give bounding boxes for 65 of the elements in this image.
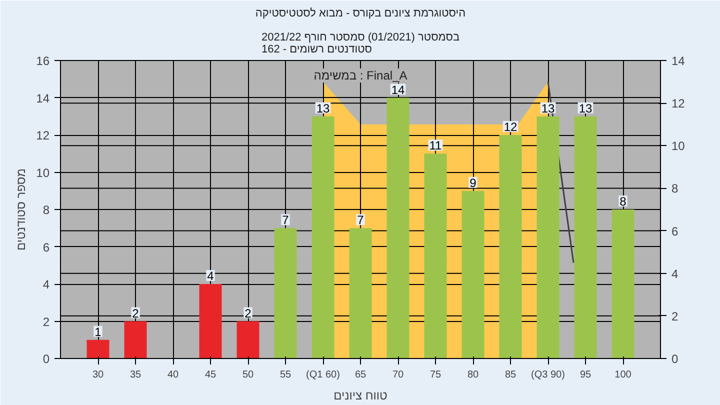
data-label: 2 bbox=[244, 306, 252, 320]
y-axis-title: מספר סטודנטים bbox=[14, 168, 28, 251]
x-tick-label: 75 bbox=[430, 370, 442, 380]
bar bbox=[386, 98, 410, 358]
y2-tick-label: 6 bbox=[672, 224, 678, 238]
data-label: 13 bbox=[541, 101, 555, 116]
bar bbox=[312, 116, 334, 358]
data-label: 12 bbox=[504, 120, 518, 134]
x-tick-label: (Q3 90) bbox=[531, 370, 565, 380]
x-tick-label: 95 bbox=[580, 370, 592, 380]
data-label: 11 bbox=[429, 138, 442, 153]
bar bbox=[612, 210, 634, 358]
data-label: 7 bbox=[282, 213, 290, 228]
x-tick-label: 45 bbox=[204, 370, 216, 380]
bar bbox=[462, 190, 484, 358]
x-tick-label: 30 bbox=[92, 370, 104, 380]
data-label: 4 bbox=[207, 269, 214, 283]
x-tick-label: 35 bbox=[130, 370, 142, 380]
bar bbox=[124, 321, 147, 358]
x-axis-title: טווח ציונים bbox=[334, 388, 388, 402]
y2-tick-label: 2 bbox=[672, 309, 678, 324]
bar bbox=[349, 228, 372, 358]
x-tick-label: 55 bbox=[280, 370, 292, 380]
data-label: 1 bbox=[94, 324, 102, 339]
bar bbox=[424, 154, 447, 358]
data-label: 14 bbox=[391, 82, 405, 97]
bar bbox=[236, 321, 260, 358]
chart-subtitle: בסמסטר (01/2021) סמסטר חורף 2021/22 סטודנטים רשומים - 162 bbox=[261, 32, 460, 56]
bar bbox=[499, 135, 522, 358]
bar bbox=[574, 116, 597, 358]
x-tick-label: 85 bbox=[504, 370, 516, 380]
y-tick-label: 12 bbox=[36, 128, 50, 142]
y-tick-label: 6 bbox=[42, 240, 50, 254]
y2-tick-label: 8 bbox=[672, 182, 678, 196]
y-tick-label: 14 bbox=[36, 91, 50, 106]
y-tick-label: 10 bbox=[36, 166, 50, 180]
data-label: 9 bbox=[470, 176, 477, 190]
data-label: 13 bbox=[316, 101, 330, 116]
bar bbox=[274, 228, 297, 358]
x-tick-label: 40 bbox=[167, 370, 179, 380]
y2-tick-label: 12 bbox=[672, 96, 686, 111]
bar bbox=[536, 116, 560, 358]
data-label: 2 bbox=[132, 306, 140, 320]
y-tick-label: 2 bbox=[42, 314, 50, 329]
x-tick-label: (Q1 60) bbox=[306, 370, 340, 380]
y-tick-label: 16 bbox=[36, 54, 50, 68]
y2-tick-label: 4 bbox=[672, 266, 678, 281]
chart-title: היסטוגרמת ציונים בקורס - מבוא לסטטיסטיקה bbox=[255, 8, 466, 20]
x-tick-label: 65 bbox=[354, 370, 366, 380]
x-tick-label: 80 bbox=[467, 370, 479, 380]
y-tick-label: 4 bbox=[42, 278, 50, 292]
bar bbox=[199, 284, 222, 358]
x-tick-label: 70 bbox=[392, 370, 404, 380]
y-tick-label: 0 bbox=[42, 352, 50, 366]
y2-tick-label: 14 bbox=[672, 54, 686, 68]
bar bbox=[86, 340, 110, 358]
data-label: 8 bbox=[620, 194, 627, 208]
y-tick-label: 8 bbox=[42, 203, 50, 217]
y2-tick-label: 0 bbox=[672, 352, 678, 366]
x-tick-label: 50 bbox=[242, 370, 254, 380]
data-label: 7 bbox=[357, 213, 364, 228]
data-label: 13 bbox=[578, 101, 592, 116]
annotation: במשימה : Final_A bbox=[314, 68, 408, 82]
y2-tick-label: 10 bbox=[672, 139, 686, 154]
x-tick-label: 100 bbox=[614, 370, 632, 380]
